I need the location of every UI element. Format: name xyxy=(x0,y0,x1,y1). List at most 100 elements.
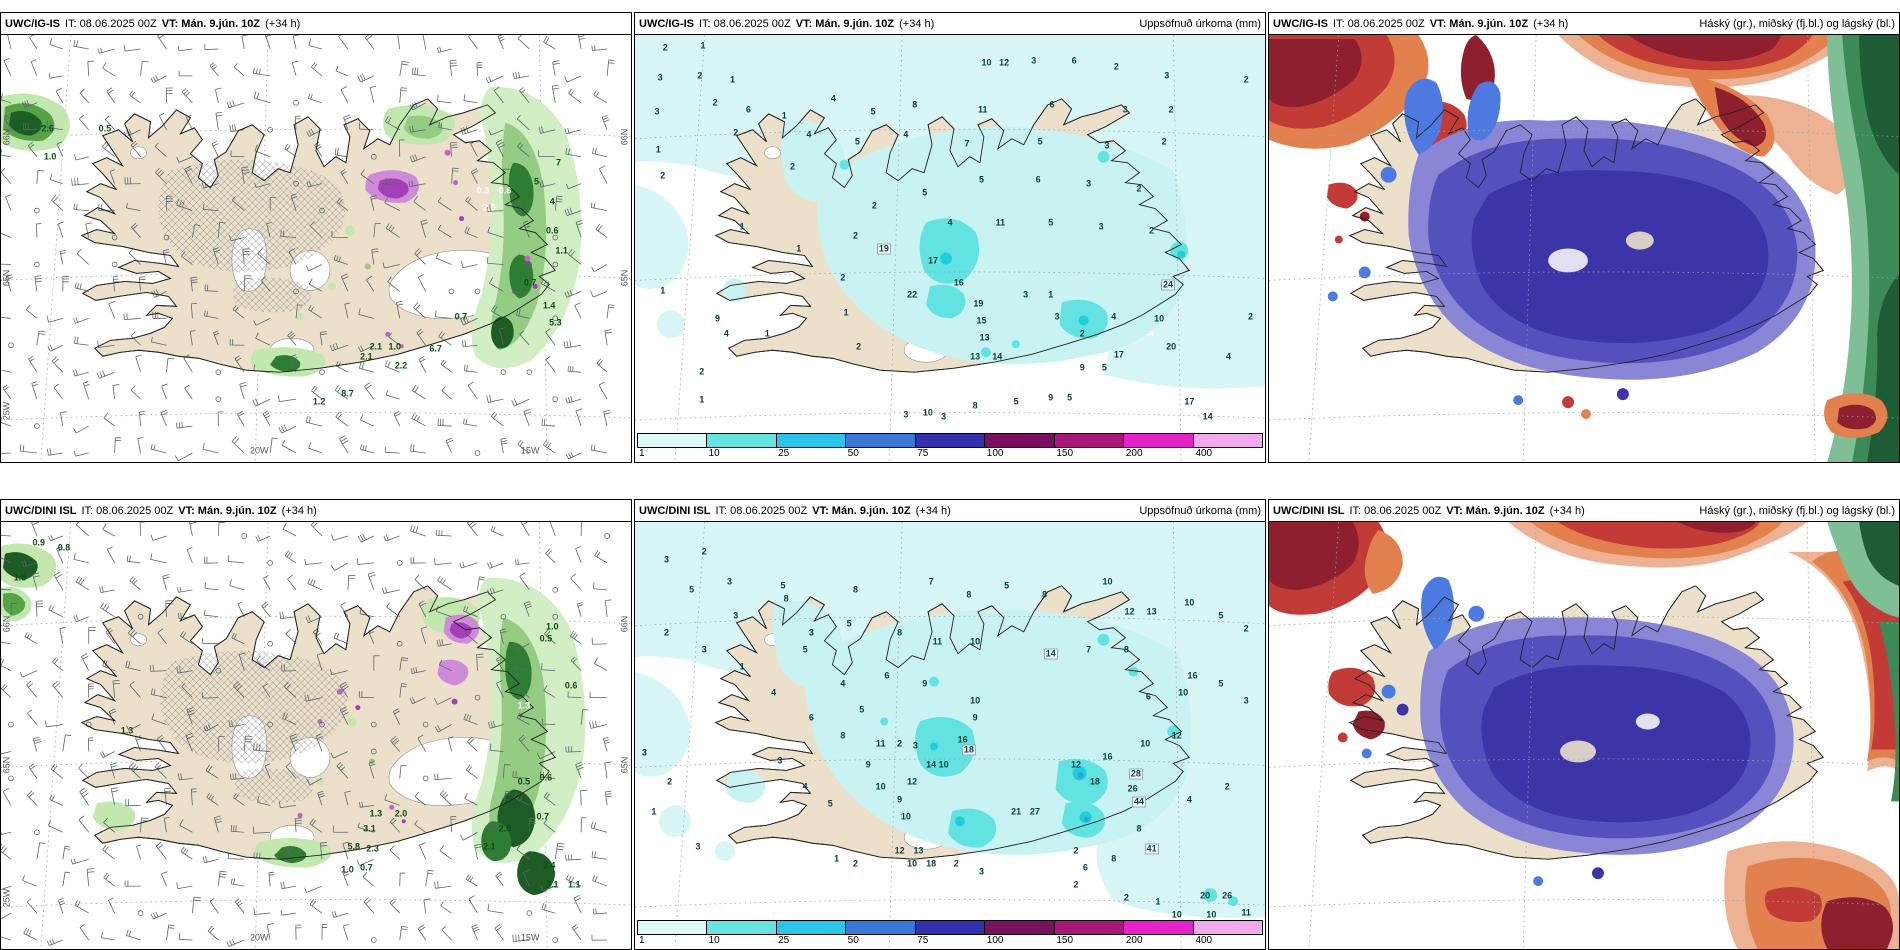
precip-shading xyxy=(1,543,586,896)
panel-dini-clouds: UWC/DINI ISL IT: 08.06.2025 00Z VT: Mán.… xyxy=(1268,499,1900,950)
colorbar-segment xyxy=(707,921,777,934)
colorbar-labels: 1 10 25 50 75 100 150 200 400 xyxy=(637,448,1263,460)
panel-igis-accum-precip: UWC/IG-IS IT: 08.06.2025 00Z VT: Mán. 9.… xyxy=(634,12,1266,463)
colorbar-segment xyxy=(1124,921,1194,934)
lead-time: (+34 h) xyxy=(1533,17,1569,30)
colorbar-label: 75 xyxy=(917,448,929,459)
colorbar-labels: 1 10 25 50 75 100 150 200 400 xyxy=(637,935,1263,947)
colorbar-segment xyxy=(1124,434,1194,447)
panel-dini-accum-precip: UWC/DINI ISL IT: 08.06.2025 00Z VT: Mán.… xyxy=(634,499,1266,950)
colorbar-label: 50 xyxy=(847,935,859,946)
colorbar-segment xyxy=(985,921,1055,934)
model-name: UWC/IG-IS xyxy=(639,17,694,30)
hatched-area xyxy=(158,159,346,313)
cloud-shading xyxy=(1269,35,1899,462)
lead-time: (+34 h) xyxy=(1549,504,1585,517)
colorbar-label: 10 xyxy=(708,448,720,459)
panel-header: UWC/DINI ISL IT: 08.06.2025 00Z VT: Mán.… xyxy=(1,500,631,522)
panel-header: UWC/DINI ISL IT: 08.06.2025 00Z VT: Mán.… xyxy=(1269,500,1899,522)
cloud-shading xyxy=(1269,522,1899,949)
model-name: UWC/IG-IS xyxy=(5,17,60,30)
valid-time: VT: Mán. 9.jún. 10Z xyxy=(178,504,277,517)
valid-time: VT: Mán. 9.jún. 10Z xyxy=(1429,17,1529,30)
map-area xyxy=(1269,522,1899,949)
model-name: UWC/DINI ISL xyxy=(639,504,711,517)
colorbar-label: 400 xyxy=(1195,448,1213,459)
lead-time: (+34 h) xyxy=(265,17,301,30)
map-area: 2 1 3 2 1 10 12 3 6 2 3 2 3 2 6 1 4 5 8 11 6 3 2 1 2 4 5 4 7 5 3 2 2 2 2 5 5… xyxy=(635,35,1265,462)
panel-header: UWC/IG-IS IT: 08.06.2025 00Z VT: Mán. 9.… xyxy=(635,13,1265,35)
colorbar xyxy=(637,920,1263,935)
init-time: IT: 08.06.2025 00Z xyxy=(65,17,157,30)
panel-header: UWC/IG-IS IT: 08.06.2025 00Z VT: Mán. 9.… xyxy=(1,13,631,35)
moderate-precip-shading xyxy=(880,633,1239,907)
colorbar-label: 1 xyxy=(639,448,645,459)
map-svg xyxy=(1,522,631,949)
precip-colorbar: 1 10 25 50 75 100 150 200 400 xyxy=(637,433,1263,460)
colorbar-segment xyxy=(707,434,777,447)
init-time: IT: 08.06.2025 00Z xyxy=(81,504,174,517)
hatched-area xyxy=(160,650,348,804)
field-label: Uppsöfnuð úrkoma (mm) xyxy=(1139,504,1261,517)
colorbar-segment xyxy=(776,434,847,447)
map-area xyxy=(1269,35,1899,462)
colorbar-segment xyxy=(1193,434,1262,447)
colorbar-label: 75 xyxy=(917,935,929,946)
colorbar-segment xyxy=(1054,434,1125,447)
colorbar-label: 1 xyxy=(639,935,645,946)
field-label: Uppsöfnuð úrkoma (mm) xyxy=(1139,17,1261,30)
model-name: UWC/DINI ISL xyxy=(1273,504,1345,517)
panel-header: UWC/DINI ISL IT: 08.06.2025 00Z VT: Mán.… xyxy=(635,500,1265,522)
init-time: IT: 08.06.2025 00Z xyxy=(1333,17,1425,30)
panel-header: UWC/IG-IS IT: 08.06.2025 00Z VT: Mán. 9.… xyxy=(1269,13,1899,35)
panel-igis-wind-precip: UWC/IG-IS IT: 08.06.2025 00Z VT: Mán. 9.… xyxy=(0,12,632,463)
colorbar-label: 150 xyxy=(1056,935,1074,946)
map-svg xyxy=(635,35,1265,462)
colorbar-segment xyxy=(638,434,708,447)
colorbar-label: 10 xyxy=(708,935,720,946)
colorbar xyxy=(637,433,1263,448)
moderate-precip-shading xyxy=(839,150,1189,358)
precip-colorbar: 1 10 25 50 75 100 150 200 400 xyxy=(637,920,1263,947)
intense-precip-shading xyxy=(1077,772,1090,822)
colorbar-label: 25 xyxy=(778,935,790,946)
colorbar-segment xyxy=(1193,921,1262,934)
precip-shading xyxy=(1,86,582,377)
map-svg xyxy=(1269,35,1899,462)
map-area: 2.6 0.5 1.0 0.3 0.6 2.0 5 7 4 0.6 1.1 0.7 1.4 5.3 0.7 2… xyxy=(1,35,631,462)
valid-time: VT: Mán. 9.jún. 10Z xyxy=(795,17,895,30)
colorbar-segment xyxy=(915,921,986,934)
colorbar-segment xyxy=(638,921,708,934)
map-svg xyxy=(1,35,631,462)
valid-time: VT: Mán. 9.jún. 10Z xyxy=(1446,504,1545,517)
colorbar-segment xyxy=(1054,921,1125,934)
colorbar-segment xyxy=(776,921,847,934)
field-label: Háský (gr.), miðský (fj.bl.) og lágský (… xyxy=(1699,17,1895,30)
wind-barbs xyxy=(1,35,615,462)
colorbar-label: 200 xyxy=(1125,448,1143,459)
colorbar-label: 25 xyxy=(778,448,790,459)
lead-time: (+34 h) xyxy=(899,17,935,30)
map-svg xyxy=(1269,522,1899,949)
heavy-precip-shading xyxy=(940,250,1186,326)
colorbar-segment xyxy=(915,434,986,447)
colorbar-label: 150 xyxy=(1056,448,1074,459)
init-time: IT: 08.06.2025 00Z xyxy=(1349,504,1442,517)
lead-time: (+34 h) xyxy=(915,504,951,517)
colorbar-label: 400 xyxy=(1195,935,1213,946)
model-name: UWC/DINI ISL xyxy=(5,504,77,517)
map-area: 3 2 5 3 8 5 3 8 7 8 5 8 10 12 13 10 5 2 2 3 1 3 5 8 11 10 14 7 8 16 10… xyxy=(635,522,1265,949)
model-name: UWC/IG-IS xyxy=(1273,17,1328,30)
field-label: Háský (gr.), miðský (fj.bl.) og lágský (… xyxy=(1699,504,1895,517)
colorbar-label: 50 xyxy=(847,448,859,459)
lead-time: (+34 h) xyxy=(281,504,317,517)
colorbar-segment xyxy=(985,434,1055,447)
colorbar-segment xyxy=(846,434,916,447)
wind-barbs xyxy=(1,522,612,947)
init-time: IT: 08.06.2025 00Z xyxy=(699,17,791,30)
valid-time: VT: Mán. 9.jún. 10Z xyxy=(161,17,261,30)
colorbar-label: 100 xyxy=(986,935,1004,946)
colorbar-label: 100 xyxy=(986,448,1004,459)
panel-igis-clouds: UWC/IG-IS IT: 08.06.2025 00Z VT: Mán. 9.… xyxy=(1268,12,1900,463)
